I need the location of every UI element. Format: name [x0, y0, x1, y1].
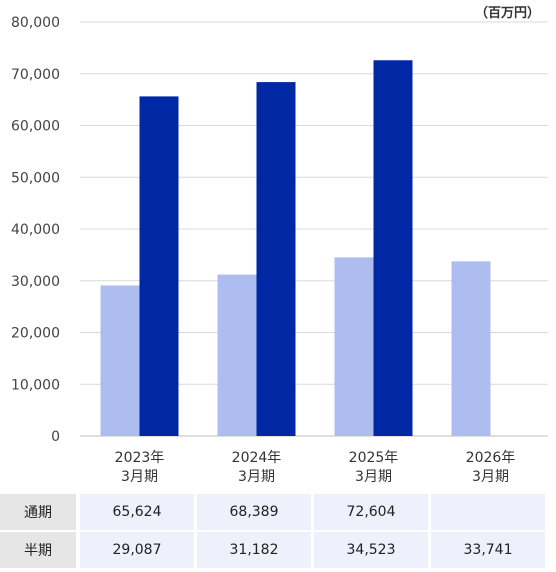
table-cell: 68,389: [197, 494, 311, 530]
x-tick-label: 2025年 3月期: [349, 450, 399, 485]
table-row-label: 通期: [0, 494, 76, 530]
table-cell: [431, 494, 545, 530]
bar-chart: （百万円） 0 10,000 20,000 30,000 40,000 50,000 60,0…: [11, 5, 548, 485]
bar-half: [217, 274, 257, 436]
y-tick-label: 40,000: [11, 222, 60, 238]
table-cell: 34,523: [314, 532, 428, 568]
y-tick-label: 30,000: [11, 274, 60, 290]
table-row-label: 半期: [0, 532, 76, 568]
bar-half: [100, 285, 140, 436]
y-tick-label: 70,000: [11, 67, 60, 83]
y-tick-label: 60,000: [11, 119, 60, 135]
y-tick-label: 50,000: [11, 170, 60, 186]
table-cell: 31,182: [197, 532, 311, 568]
table-cell: 29,087: [80, 532, 194, 568]
x-tick-label: 2026年 3月期: [466, 450, 516, 485]
table-cell: 72,604: [314, 494, 428, 530]
table-cell: 65,624: [80, 494, 194, 530]
y-tick-label: 0: [51, 429, 60, 445]
bar-full: [139, 96, 179, 436]
bar-half: [334, 257, 374, 436]
bar-half: [451, 261, 491, 436]
table-cell: 33,741: [431, 532, 545, 568]
x-tick-label: 2024年 3月期: [232, 450, 282, 485]
y-tick-label: 20,000: [11, 326, 60, 342]
x-tick-label: 2023年 3月期: [115, 450, 165, 485]
bar-full: [373, 60, 413, 437]
bar-full: [256, 82, 296, 437]
y-tick-label: 10,000: [11, 377, 60, 393]
y-tick-label: 80,000: [11, 15, 60, 31]
unit-label: （百万円）: [475, 5, 540, 21]
